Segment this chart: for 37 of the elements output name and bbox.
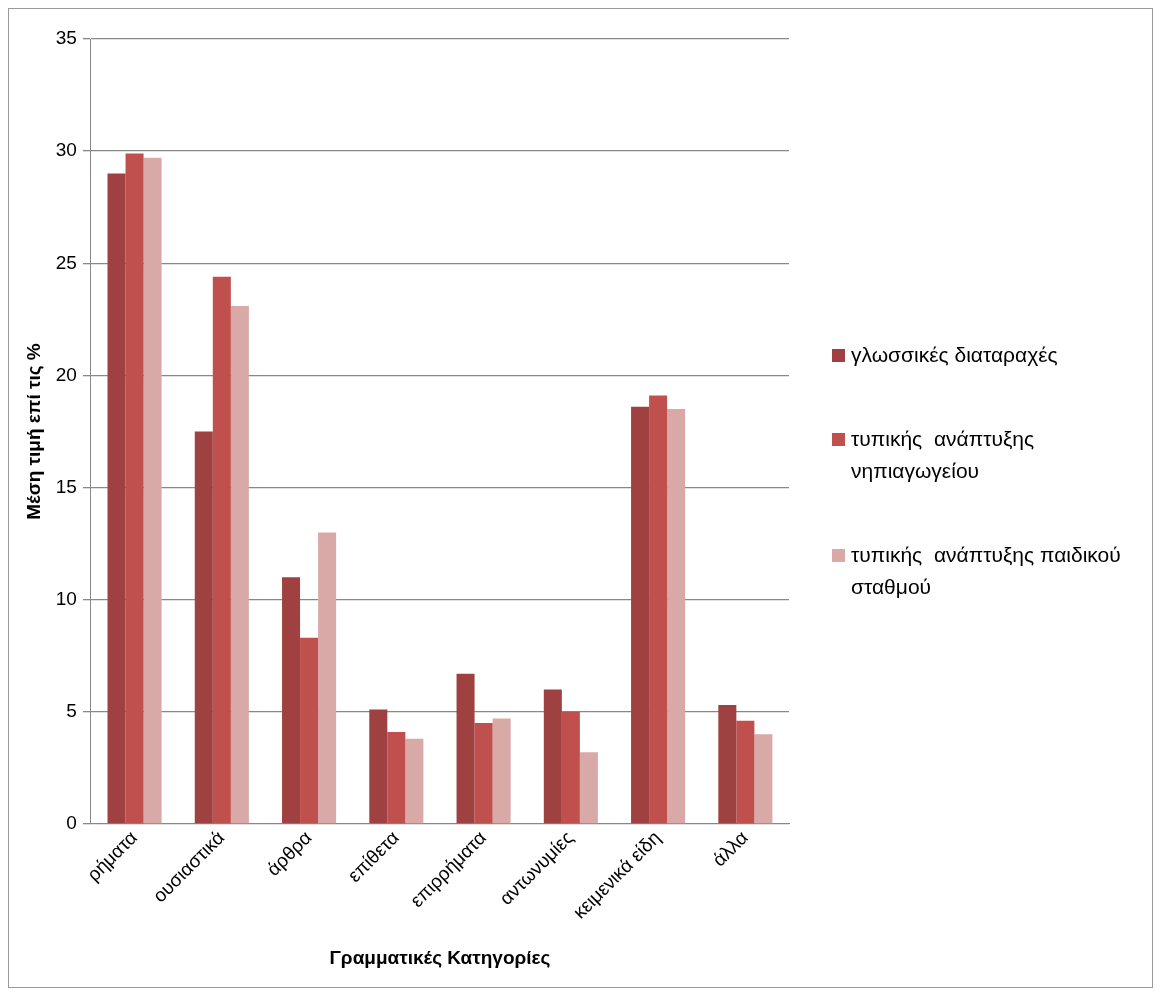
bar — [318, 532, 337, 824]
y-tick-label: 25 — [55, 251, 77, 273]
bar — [282, 577, 301, 824]
bar — [736, 720, 755, 824]
bar — [107, 173, 126, 824]
y-tick-label: 10 — [55, 587, 77, 609]
bar — [230, 305, 249, 824]
bar — [754, 734, 773, 824]
bar — [561, 711, 580, 824]
bar — [387, 732, 406, 824]
legend-label: γλωσσικές διαταραχές — [851, 342, 1058, 368]
bar — [125, 153, 144, 824]
bar — [456, 673, 475, 824]
y-tick-label: 5 — [66, 700, 77, 722]
bar — [649, 395, 668, 824]
y-tick-label: 20 — [55, 363, 77, 385]
bar — [543, 689, 562, 824]
bar — [579, 752, 598, 824]
y-tick-label: 0 — [66, 812, 77, 834]
bar — [718, 705, 737, 824]
bar — [300, 637, 319, 824]
bar — [194, 431, 213, 824]
bar — [405, 738, 424, 824]
bar — [631, 406, 650, 824]
x-axis-title: Γραμματικές Κατηγορίες — [329, 946, 551, 968]
y-axis-title: Μέση τιμή επί τις % — [22, 343, 44, 520]
bar — [369, 709, 388, 824]
bar — [667, 409, 686, 824]
legend-label: τυπικής ανάπτυξης νηπιαγωγείου — [851, 426, 1036, 484]
y-tick-label: 35 — [55, 27, 77, 49]
legend-label: τυπικής ανάπτυξης παιδικού σταθμού — [851, 542, 1122, 600]
bar — [212, 276, 231, 824]
y-tick-label: 30 — [55, 139, 77, 161]
y-tick-label: 15 — [55, 475, 77, 497]
bar — [143, 157, 162, 824]
bar — [474, 723, 493, 824]
bar — [492, 718, 511, 824]
